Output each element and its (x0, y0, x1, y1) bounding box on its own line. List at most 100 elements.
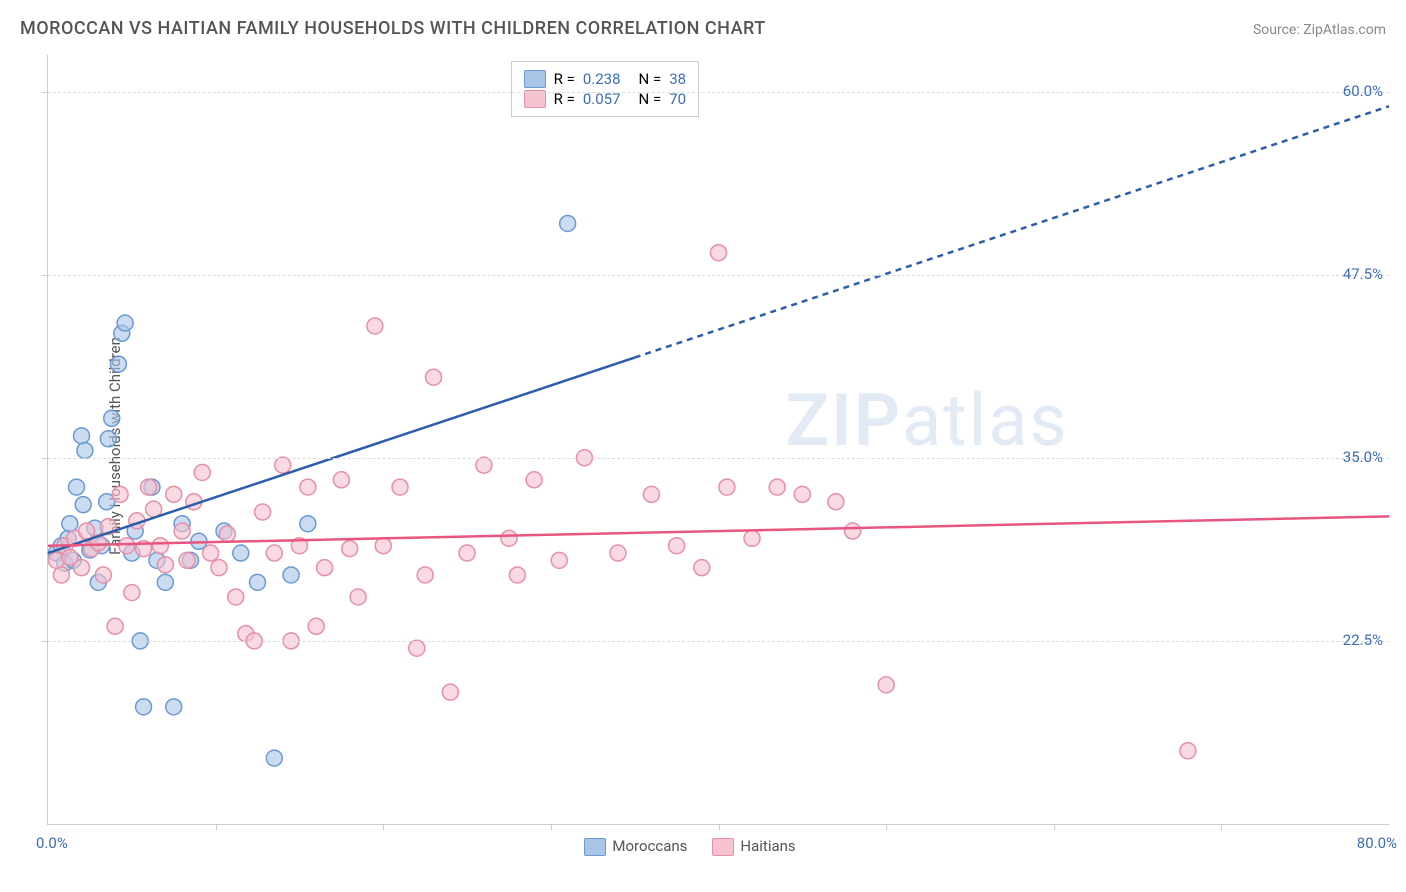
y-tick (42, 641, 48, 642)
legend-series-label: Haitians (740, 837, 795, 855)
data-point (95, 567, 111, 583)
y-tick (42, 92, 48, 93)
legend-stats-row: R = 0.238 N = 38 (524, 70, 686, 88)
data-point (392, 479, 408, 495)
gridline (48, 275, 1389, 276)
legend-series-label: Moroccans (612, 837, 687, 855)
x-axis-origin-label: 0.0% (36, 834, 68, 852)
data-point (769, 479, 785, 495)
legend-stats: R = 0.238 N = 38R = 0.057 N = 70 (511, 61, 699, 117)
data-point (794, 486, 810, 502)
legend-swatch (524, 90, 546, 108)
data-point (300, 479, 316, 495)
data-point (643, 486, 659, 502)
legend-series-item: Haitians (712, 837, 795, 856)
chart-title: MOROCCAN VS HAITIAN FAMILY HOUSEHOLDS WI… (20, 18, 766, 39)
data-point (560, 215, 576, 231)
y-tick-label: 47.5% (1343, 265, 1383, 283)
data-point (266, 750, 282, 766)
data-point (442, 684, 458, 700)
data-point (141, 479, 157, 495)
data-point (174, 523, 190, 539)
data-point (166, 699, 182, 715)
data-point (77, 442, 93, 458)
data-point (459, 545, 475, 561)
data-point (719, 479, 735, 495)
legend-stats-row: R =0.057N =70 (524, 90, 686, 108)
data-point (711, 245, 727, 261)
data-point (878, 677, 894, 693)
data-point (694, 560, 710, 576)
gridline (48, 92, 1389, 93)
data-point (744, 530, 760, 546)
data-point (117, 315, 133, 331)
data-point (219, 526, 235, 542)
x-tick (216, 824, 217, 830)
y-tick (42, 275, 48, 276)
x-tick (551, 824, 552, 830)
legend-R-label: R = (554, 70, 575, 88)
data-point (119, 538, 135, 554)
data-point (417, 567, 433, 583)
data-point (501, 530, 517, 546)
source-label: Source: ZipAtlas.com (1253, 22, 1386, 38)
data-point (152, 538, 168, 554)
legend-R-value: 0.057 (583, 90, 621, 108)
legend-N-value: 38 (669, 70, 686, 88)
x-tick (886, 824, 887, 830)
data-point (375, 538, 391, 554)
data-point (845, 523, 861, 539)
data-point (266, 545, 282, 561)
data-point (100, 431, 116, 447)
data-point (107, 618, 123, 634)
legend-swatch (584, 838, 606, 856)
x-tick (383, 824, 384, 830)
y-tick-label: 35.0% (1343, 448, 1383, 466)
data-point (275, 457, 291, 473)
data-point (350, 589, 366, 605)
data-point (300, 516, 316, 532)
gridline (48, 458, 1389, 459)
data-point (367, 318, 383, 334)
legend-N-label: N = (639, 70, 662, 88)
data-point (110, 356, 126, 372)
data-point (228, 589, 244, 605)
x-tick (1054, 824, 1055, 830)
legend-R-value: 0.238 (583, 70, 621, 88)
data-point (203, 545, 219, 561)
legend-N-label: N = (639, 90, 662, 108)
gridline (48, 641, 1389, 642)
data-point (74, 428, 90, 444)
data-point (255, 504, 271, 520)
y-tick-label: 60.0% (1343, 82, 1383, 100)
data-point (526, 472, 542, 488)
trendline (48, 516, 1389, 545)
data-point (610, 545, 626, 561)
data-point (342, 541, 358, 557)
title-bar: MOROCCAN VS HAITIAN FAMILY HOUSEHOLDS WI… (20, 18, 1386, 39)
data-point (104, 410, 120, 426)
data-point (211, 560, 227, 576)
data-point (283, 567, 299, 583)
data-point (476, 457, 492, 473)
data-point (828, 494, 844, 510)
data-point (62, 516, 78, 532)
plot-svg (48, 55, 1389, 824)
data-point (551, 552, 567, 568)
legend-N-value: 70 (669, 90, 686, 108)
data-point (166, 486, 182, 502)
x-axis-max-label: 80.0% (1357, 834, 1397, 852)
y-tick-label: 22.5% (1343, 631, 1383, 649)
data-point (250, 574, 266, 590)
data-point (194, 464, 210, 480)
trendline (48, 358, 635, 553)
data-point (179, 552, 195, 568)
data-point (426, 369, 442, 385)
data-point (75, 497, 91, 513)
data-point (157, 574, 173, 590)
x-tick (1221, 824, 1222, 830)
x-tick (719, 824, 720, 830)
data-point (409, 640, 425, 656)
data-point (68, 479, 84, 495)
legend-swatch (712, 838, 734, 856)
